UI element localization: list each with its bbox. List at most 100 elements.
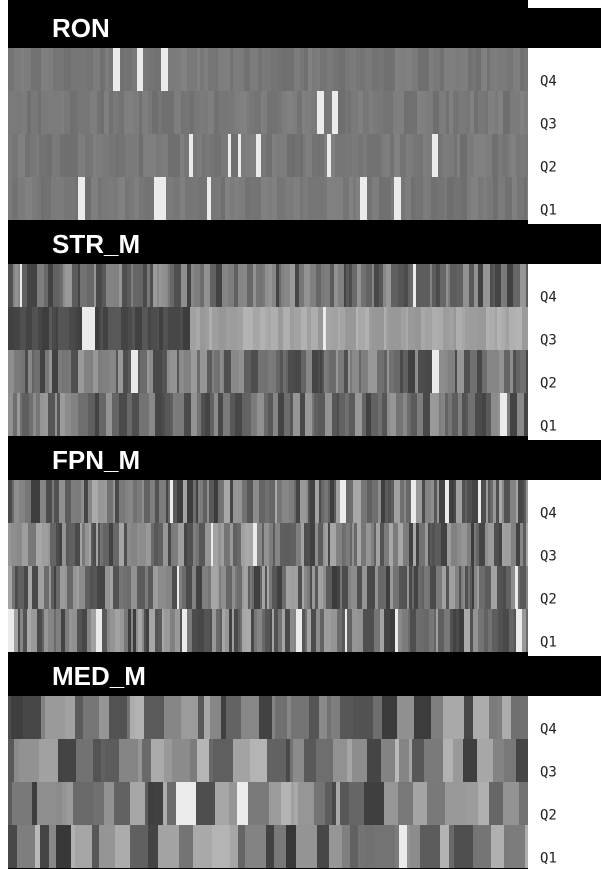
stripe [184, 350, 191, 393]
stripe [183, 480, 187, 523]
stripe [441, 393, 445, 436]
stripe [306, 350, 312, 393]
stripe [478, 782, 489, 825]
stripe [207, 177, 211, 220]
stripe [403, 350, 408, 393]
stripe [212, 307, 217, 350]
stripe [524, 350, 526, 393]
stripe [200, 91, 205, 134]
stripe [332, 307, 338, 350]
stripe [410, 264, 413, 307]
stripe [167, 782, 176, 825]
stripe [239, 177, 245, 220]
stripe [369, 609, 374, 652]
stripe [175, 609, 180, 652]
stripe-row [8, 264, 528, 307]
stripe [218, 177, 221, 220]
stripe [233, 739, 250, 782]
stripe [412, 566, 414, 609]
stripe [343, 177, 349, 220]
stripe [486, 307, 489, 350]
stripe [245, 134, 250, 177]
stripe [471, 177, 478, 220]
stripe [404, 264, 408, 307]
stripe [507, 48, 513, 91]
stripe [133, 609, 136, 652]
stripe [128, 91, 133, 134]
stripe [268, 307, 271, 350]
stripe [228, 264, 234, 307]
stripe [506, 566, 511, 609]
stripe [78, 350, 84, 393]
stripe [365, 48, 372, 91]
stripe [438, 264, 440, 307]
stripe [242, 609, 246, 652]
panel-title: STR_M [52, 229, 140, 259]
stripe [409, 739, 412, 782]
stripe [436, 264, 438, 307]
stripe [407, 825, 410, 868]
stripe [302, 609, 305, 652]
stripe [353, 480, 357, 523]
stripe [213, 523, 218, 566]
stripe [414, 696, 431, 739]
stripe [54, 566, 56, 609]
stripe [145, 782, 148, 825]
stripe [205, 134, 210, 177]
stripe [42, 307, 49, 350]
stripe [476, 523, 479, 566]
stripe [369, 307, 372, 350]
stripe [300, 134, 303, 177]
stripe [523, 523, 526, 566]
stripe [159, 307, 163, 350]
stripe [346, 264, 349, 307]
stripe [259, 696, 272, 739]
stripe [464, 696, 473, 739]
stripe [447, 177, 454, 220]
stripe [148, 307, 151, 350]
stripe [155, 393, 162, 436]
stripe [259, 480, 265, 523]
stripe [226, 480, 230, 523]
stripe [32, 307, 38, 350]
stripe [474, 264, 478, 307]
stripe [482, 350, 487, 393]
stripe [499, 523, 502, 566]
stripe [262, 566, 265, 609]
stripe [58, 350, 62, 393]
stripe [109, 91, 113, 134]
label-column [528, 0, 601, 869]
stripe [210, 696, 221, 739]
stripe [25, 134, 30, 177]
stripe [284, 480, 289, 523]
stripe [311, 91, 317, 134]
stripe [328, 91, 332, 134]
stripe [228, 134, 231, 177]
stripe [25, 177, 32, 220]
stripe [394, 177, 401, 220]
stripe [371, 566, 375, 609]
stripe [125, 134, 129, 177]
stripe [82, 523, 85, 566]
stripe [495, 307, 497, 350]
stripe [347, 739, 352, 782]
stripe [154, 782, 163, 825]
stripe [14, 480, 19, 523]
stripe [384, 307, 386, 350]
stripe [372, 307, 377, 350]
stripe [294, 566, 298, 609]
stripe [28, 350, 32, 393]
stripe [513, 350, 516, 393]
stripe [350, 350, 352, 393]
stripe [264, 91, 267, 134]
stripe [374, 264, 379, 307]
stripe [189, 134, 193, 177]
stripe [263, 264, 265, 307]
stripe [312, 393, 314, 436]
stripe [320, 350, 322, 393]
stripe [209, 307, 212, 350]
stripe [501, 264, 507, 307]
stripe [516, 350, 520, 393]
stripe [244, 264, 247, 307]
stripe [142, 739, 151, 782]
